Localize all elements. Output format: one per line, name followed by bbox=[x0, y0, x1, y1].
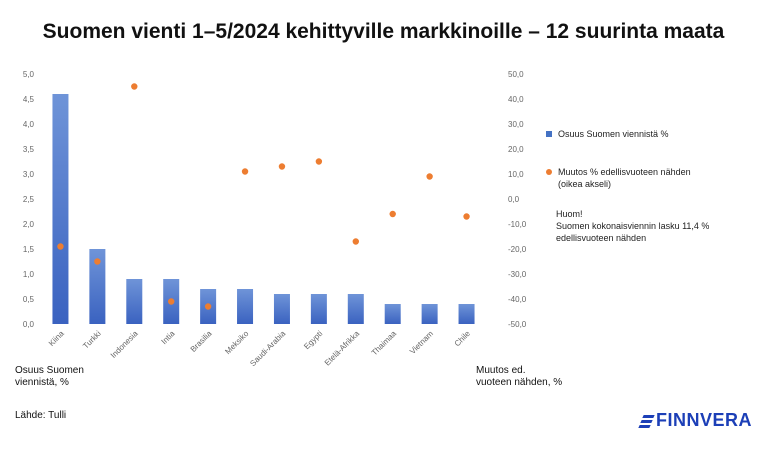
dot-thaimaa bbox=[389, 210, 396, 218]
legend-dot-swatch bbox=[546, 169, 552, 175]
right-axis-title-line-2: vuoteen nähden, % bbox=[476, 377, 563, 388]
left-tick-label: 0,5 bbox=[23, 295, 35, 304]
category-label: Saudi-Arabia bbox=[248, 329, 287, 368]
dot-egypti bbox=[315, 158, 323, 165]
category-label: Intia bbox=[160, 329, 177, 346]
bar-meksiko bbox=[237, 289, 254, 324]
note-line-3: edellisvuoteen nähden bbox=[556, 233, 647, 243]
right-tick-label: -50,0 bbox=[508, 320, 527, 329]
legend-bar-entry: Osuus Suomen viennistä % bbox=[546, 128, 669, 140]
category-label: Kiina bbox=[47, 329, 66, 348]
legend-bar-swatch bbox=[546, 131, 552, 137]
bar-thaimaa bbox=[384, 304, 401, 324]
note-line-1: Huom! bbox=[556, 209, 583, 219]
bar-egypti bbox=[310, 294, 327, 324]
bar-saudi-arabia bbox=[273, 294, 290, 324]
left-tick-label: 2,5 bbox=[23, 195, 35, 204]
finnvera-logo: FINNVERA bbox=[638, 410, 753, 431]
bar-turkki bbox=[89, 249, 106, 324]
right-tick-label: -40,0 bbox=[508, 295, 527, 304]
category-label: Etelä-Afrikka bbox=[323, 329, 362, 368]
chart-title: Suomen vienti 1–5/2024 kehittyville mark… bbox=[42, 20, 725, 43]
source-note: Lähde: Tulli bbox=[15, 410, 67, 421]
right-tick-label: 20,0 bbox=[508, 145, 524, 154]
left-axis-title: Osuus Suomen viennistä, % bbox=[15, 365, 84, 389]
dot-vietnam bbox=[426, 173, 433, 180]
category-label: Chile bbox=[453, 329, 473, 349]
category-label: Egypti bbox=[302, 329, 324, 351]
category-labels: Kiina Turkki Indonesia Intia Brasilia Meksiko… bbox=[47, 329, 472, 368]
left-tick-label: 3,0 bbox=[23, 170, 35, 179]
right-tick-label: 10,0 bbox=[508, 170, 524, 179]
finnvera-logo-icon bbox=[638, 414, 655, 428]
dot-indonesia bbox=[131, 83, 138, 90]
dot-saudi-arabia bbox=[278, 163, 286, 170]
left-tick-label: 4,5 bbox=[23, 95, 35, 104]
right-tick-label: 30,0 bbox=[508, 120, 524, 129]
legend-dot-label-1: Muutos % edellisvuoteen nähden bbox=[558, 167, 691, 177]
bar-vietnam bbox=[421, 304, 438, 324]
right-axis-title: Muutos ed. vuoteen nähden, % bbox=[476, 365, 562, 389]
dot-kiina bbox=[57, 243, 64, 250]
dot-intia bbox=[168, 298, 175, 305]
legend-bar-label: Osuus Suomen viennistä % bbox=[558, 129, 669, 139]
dot-chile bbox=[463, 213, 470, 220]
left-tick-label: 1,0 bbox=[23, 270, 35, 279]
note-box: Huom! Suomen kokonaisviennin lasku 11,4 … bbox=[556, 208, 756, 244]
left-axis-title-line-2: viennistä, % bbox=[15, 377, 69, 388]
right-tick-label: 40,0 bbox=[508, 95, 524, 104]
legend-dot-entry: Muutos % edellisvuoteen nähden (oikea ak… bbox=[546, 166, 691, 190]
dot-turkki bbox=[94, 258, 101, 265]
bar-chile bbox=[458, 304, 475, 324]
bar-etelä-afrikka bbox=[347, 294, 364, 324]
legend-dot-label-2: (oikea akseli) bbox=[558, 179, 612, 189]
left-tick-label: 1,5 bbox=[23, 245, 35, 254]
dot-brasilia bbox=[204, 303, 212, 310]
right-tick-label: 0,0 bbox=[508, 195, 520, 204]
right-axis-title-line-1: Muutos ed. bbox=[476, 365, 526, 376]
left-tick-label: 0,0 bbox=[23, 320, 35, 329]
right-axis-ticks: -50,0 -40,0 -30,0 -20,0 -10,0 0,0 10,0 20,0 30,0… bbox=[508, 70, 527, 329]
dot-series bbox=[57, 83, 470, 310]
bar-series bbox=[52, 94, 475, 324]
category-label: Indonesia bbox=[109, 329, 140, 360]
left-axis-title-line-1: Osuus Suomen bbox=[15, 365, 84, 376]
left-tick-label: 3,5 bbox=[23, 145, 35, 154]
left-tick-label: 2,0 bbox=[23, 220, 35, 229]
category-label: Vietnam bbox=[408, 329, 435, 356]
note-line-2: Suomen kokonaisviennin lasku 11,4 % bbox=[556, 221, 710, 231]
left-tick-label: 5,0 bbox=[23, 70, 35, 79]
right-tick-label: -30,0 bbox=[508, 270, 527, 279]
category-label: Turkki bbox=[81, 329, 103, 351]
right-tick-label: -20,0 bbox=[508, 245, 527, 254]
left-axis-ticks: 0,0 0,5 1,0 1,5 2,0 2,5 3,0 3,5 4,0 4,5 5,0 bbox=[23, 70, 35, 329]
category-label: Thaimaa bbox=[370, 329, 399, 358]
dot-etelä-afrikka bbox=[352, 238, 359, 245]
left-tick-label: 4,0 bbox=[23, 120, 35, 129]
bar-indonesia bbox=[126, 279, 143, 324]
bar-kiina bbox=[52, 94, 69, 324]
finnvera-logo-text: FINNVERA bbox=[656, 410, 753, 430]
dot-meksiko bbox=[241, 168, 249, 175]
category-label: Meksiko bbox=[223, 329, 250, 356]
category-label: Brasilia bbox=[189, 329, 214, 354]
right-tick-label: -10,0 bbox=[508, 220, 527, 229]
right-tick-label: 50,0 bbox=[508, 70, 524, 79]
